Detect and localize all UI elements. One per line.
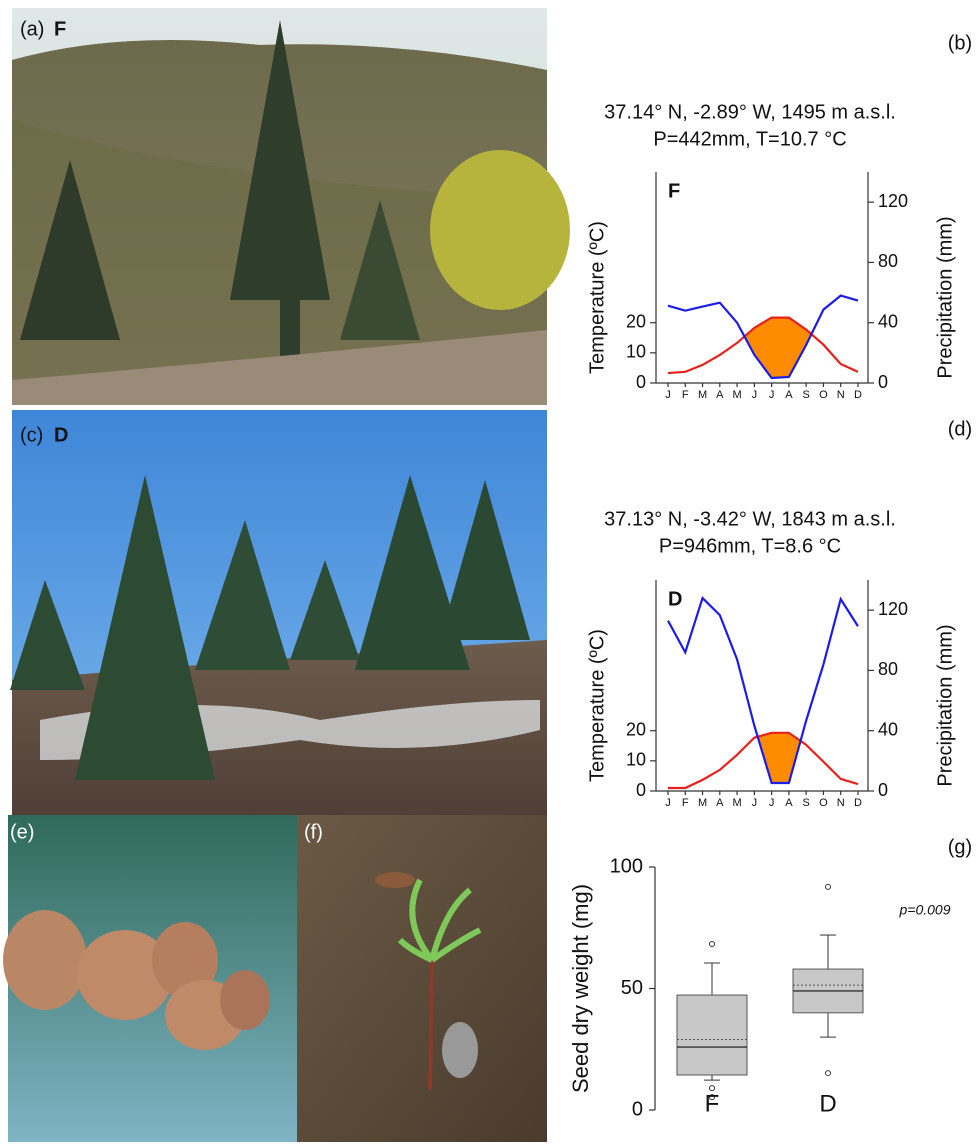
y-axis-label: Temperature (ºC) bbox=[586, 629, 608, 782]
photo-e bbox=[3, 815, 297, 1142]
panel-label: (e) bbox=[10, 821, 34, 843]
y2-axis-label: Precipitation (mm) bbox=[934, 624, 956, 786]
y2-tick-label: 0 bbox=[878, 780, 888, 800]
x-tick-label: J bbox=[665, 797, 671, 809]
chart-title: 37.13° N, -3.42° W, 1843 m a.s.l. bbox=[604, 508, 896, 530]
photo-c bbox=[10, 410, 547, 815]
y2-tick-label: 120 bbox=[878, 599, 908, 619]
panel-label: (b) bbox=[948, 32, 972, 54]
x-tick-label: S bbox=[802, 389, 809, 401]
y2-tick-label: 80 bbox=[878, 659, 898, 679]
x-tick-label: A bbox=[716, 797, 724, 809]
x-tick-label: J bbox=[769, 797, 775, 809]
x-tick-label: M bbox=[698, 389, 707, 401]
x-tick-label: A bbox=[785, 797, 793, 809]
photo-a bbox=[12, 8, 570, 405]
x-tick-label: A bbox=[785, 389, 793, 401]
x-tick-label: J bbox=[769, 389, 775, 401]
chart-subtitle: P=442mm, T=10.7 °C bbox=[653, 128, 846, 150]
x-tick-label: J bbox=[752, 797, 758, 809]
x-tick-label: A bbox=[716, 389, 724, 401]
y-tick-label: 10 bbox=[626, 750, 646, 770]
x-tick-label: D bbox=[854, 797, 862, 809]
x-tick-label: M bbox=[732, 389, 741, 401]
x-tick-label: F bbox=[705, 1090, 720, 1117]
panel-label: (a) bbox=[20, 18, 44, 40]
y-tick-label: 0 bbox=[636, 372, 646, 392]
y2-axis-label: Precipitation (mm) bbox=[934, 216, 956, 378]
outlier bbox=[826, 1071, 831, 1076]
y2-tick-label: 40 bbox=[878, 719, 898, 739]
x-tick-label: M bbox=[698, 797, 707, 809]
y-tick-label: 50 bbox=[621, 977, 643, 999]
y-axis-label: Seed dry weight (mg) bbox=[568, 884, 593, 1093]
x-tick-label: D bbox=[854, 389, 862, 401]
y-tick-label: 20 bbox=[626, 719, 646, 739]
x-tick-label: F bbox=[682, 389, 689, 401]
outlier bbox=[710, 942, 715, 947]
y-tick-label: 20 bbox=[626, 311, 646, 331]
x-tick-label: O bbox=[819, 797, 828, 809]
x-tick-label: S bbox=[802, 797, 809, 809]
x-tick-label: M bbox=[732, 797, 741, 809]
panel-name: D bbox=[54, 424, 68, 446]
y2-tick-label: 40 bbox=[878, 311, 898, 331]
x-tick-label: D bbox=[819, 1090, 836, 1117]
x-tick-label: F bbox=[682, 797, 689, 809]
y2-tick-label: 80 bbox=[878, 251, 898, 271]
panel-label: (d) bbox=[948, 418, 972, 440]
chart-subtitle: P=946mm, T=8.6 °C bbox=[659, 535, 841, 557]
x-tick-label: J bbox=[665, 389, 671, 401]
y2-tick-label: 0 bbox=[878, 372, 888, 392]
x-tick-label: N bbox=[837, 797, 845, 809]
site-label: F bbox=[668, 180, 680, 202]
panel-name: F bbox=[54, 18, 66, 40]
y-tick-label: 0 bbox=[636, 780, 646, 800]
figure: (b) 37.14° N, -2.89° W, 1495 m a.s.l. P=44… bbox=[0, 0, 979, 1142]
annotation: p=0.009 bbox=[899, 902, 951, 918]
y-tick-label: 10 bbox=[626, 342, 646, 362]
x-tick-label: O bbox=[819, 389, 828, 401]
x-tick-label: N bbox=[837, 389, 845, 401]
outlier bbox=[826, 884, 831, 889]
y-tick-label: 0 bbox=[632, 1098, 643, 1120]
y2-tick-label: 120 bbox=[878, 191, 908, 211]
photo-f bbox=[297, 815, 547, 1142]
series-line bbox=[668, 598, 858, 783]
panel-label: (c) bbox=[20, 424, 43, 446]
x-tick-label: J bbox=[752, 389, 758, 401]
charts: (b) 37.14° N, -2.89° W, 1495 m a.s.l. P=44… bbox=[568, 32, 972, 1120]
panel-label: (f) bbox=[304, 821, 323, 843]
site-label: D bbox=[668, 588, 682, 610]
panel-label: (g) bbox=[948, 836, 972, 858]
y-tick-label: 100 bbox=[610, 855, 643, 877]
y-axis-label: Temperature (ºC) bbox=[586, 221, 608, 374]
box bbox=[677, 995, 747, 1075]
chart-title: 37.14° N, -2.89° W, 1495 m a.s.l. bbox=[604, 101, 896, 123]
